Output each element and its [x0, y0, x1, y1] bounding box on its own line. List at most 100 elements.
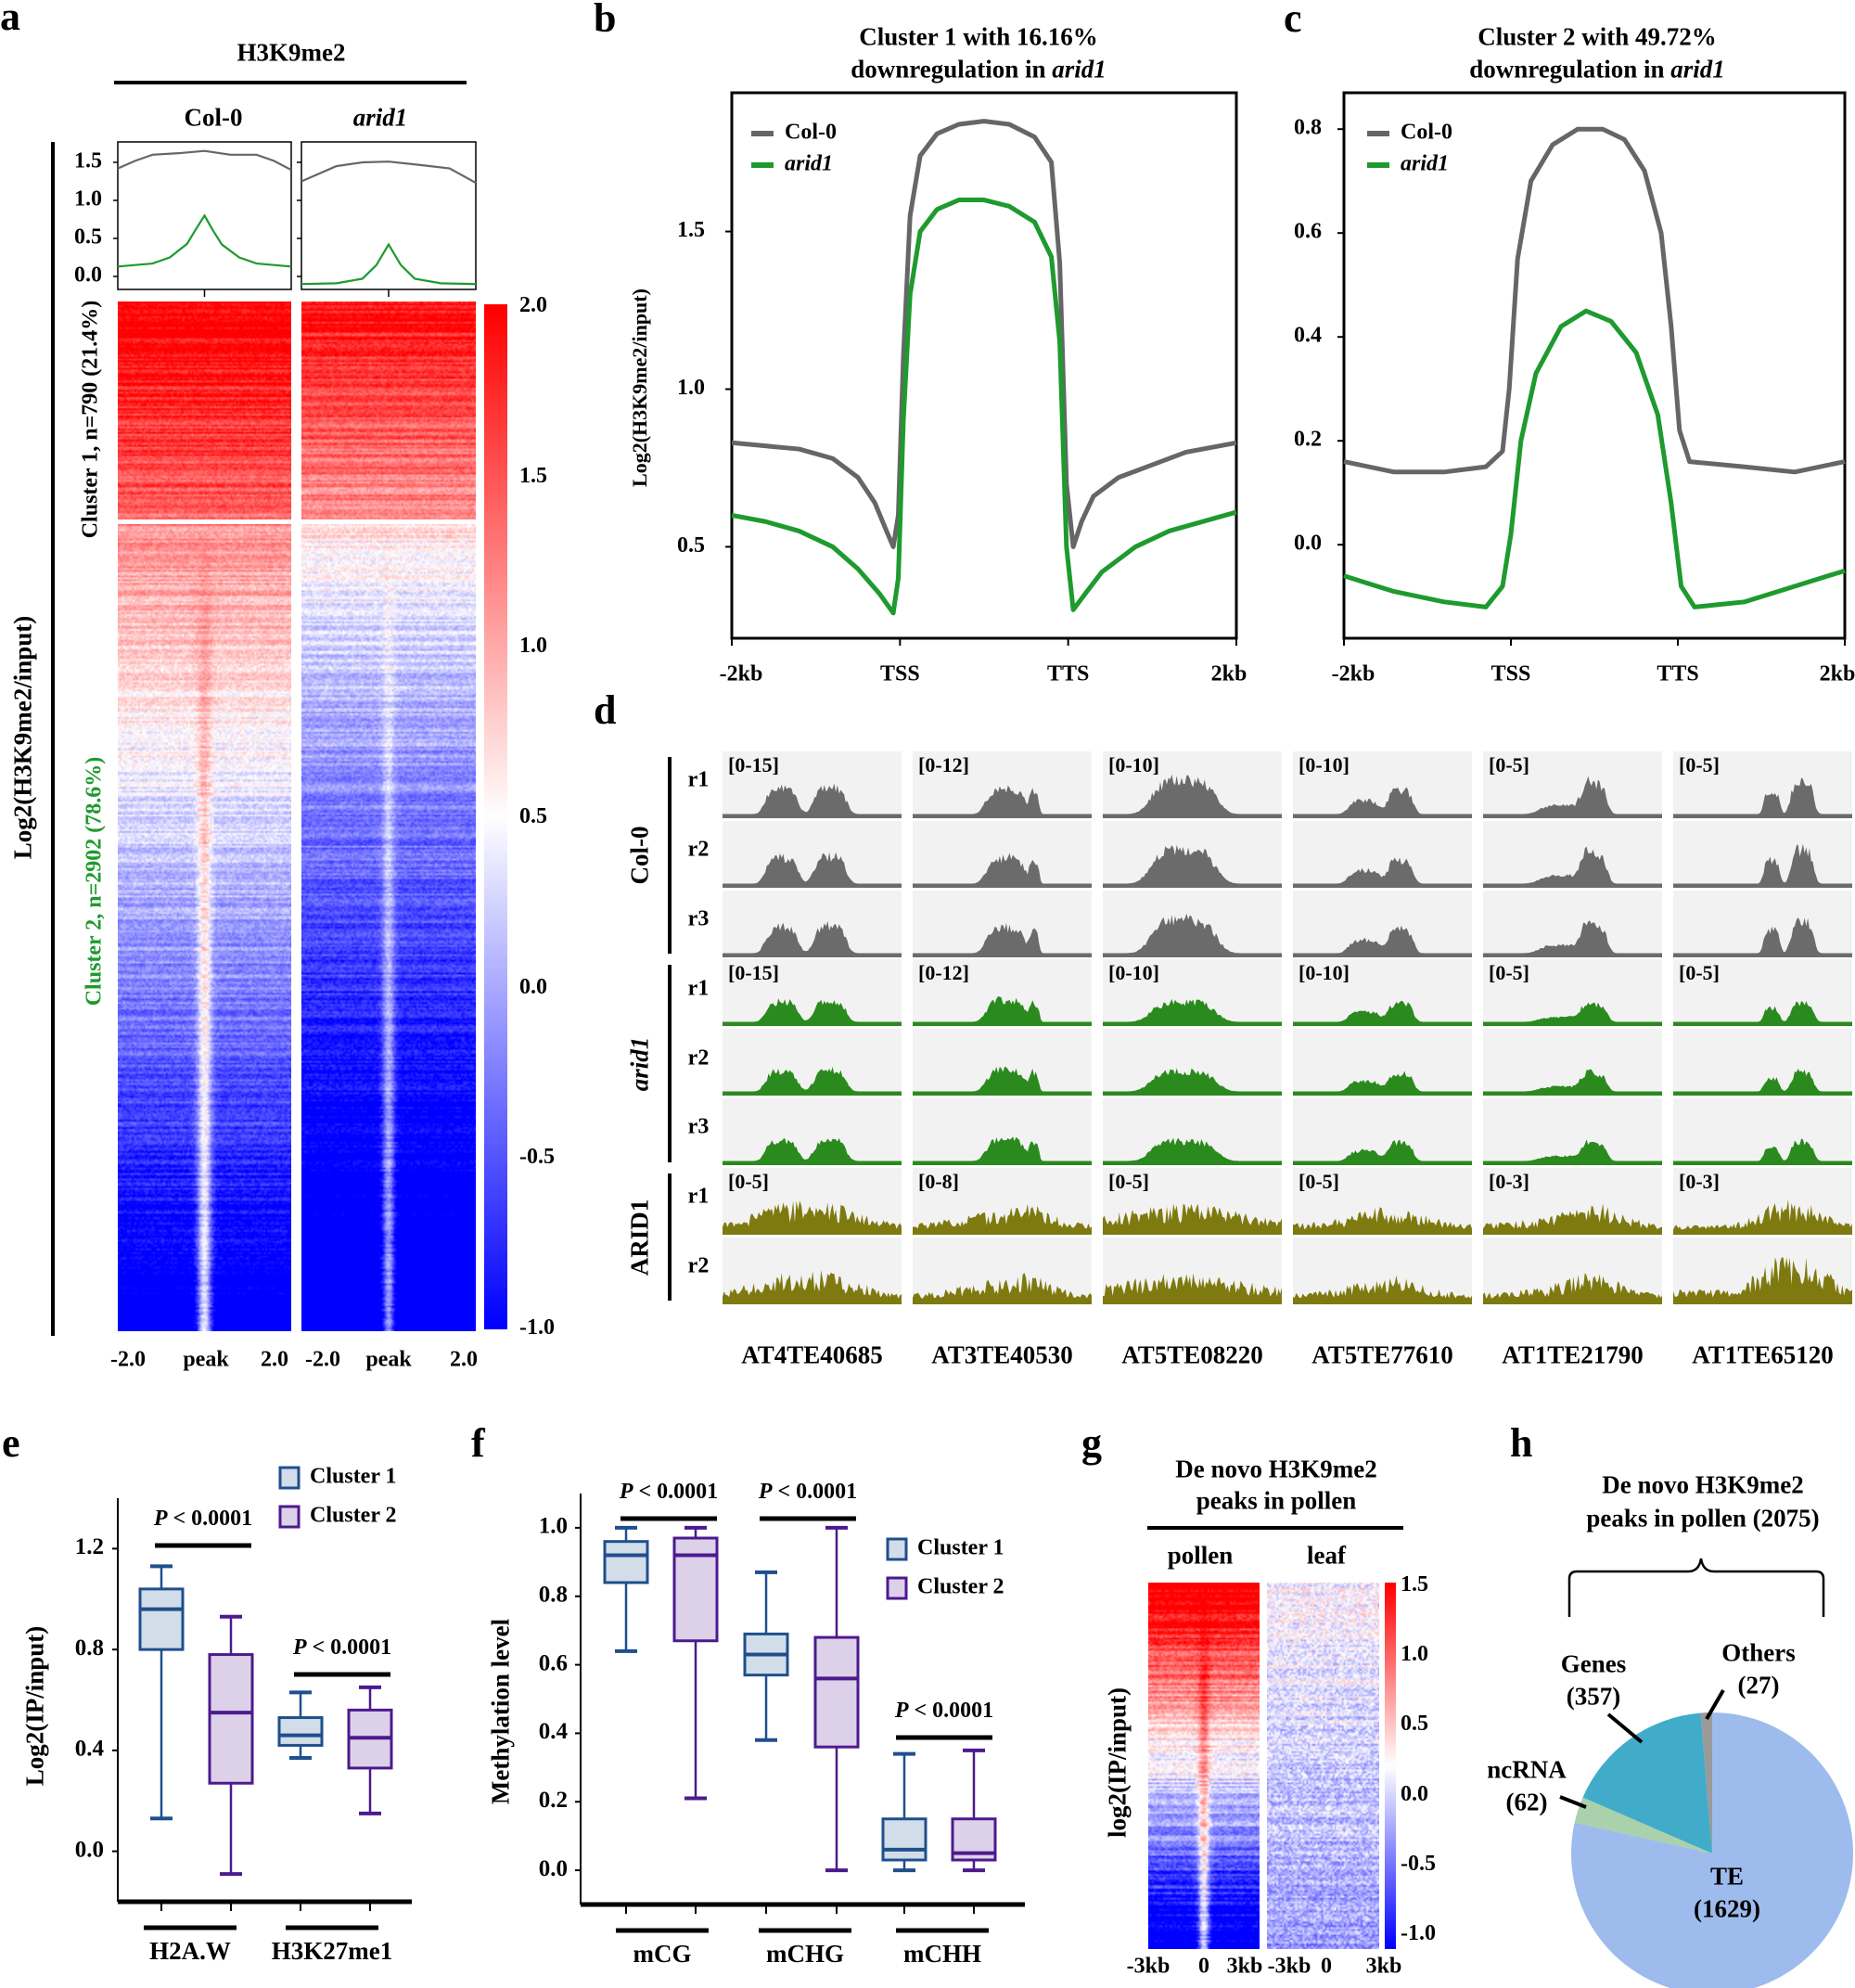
track-signal-AT1TE65120 [1673, 1138, 1852, 1165]
track-signal-AT5TE77610 [1293, 1139, 1472, 1165]
series-line-arid1 [1343, 308, 1846, 609]
leader-line-genes [1606, 1712, 1644, 1744]
box-H3K27me1-cluster1 [277, 1716, 324, 1747]
replicate-label: r2 [687, 1045, 710, 1071]
signal-area [1293, 787, 1472, 818]
y-tick-label: 0.5 [74, 225, 102, 250]
y-tick-label: 0.6 [1294, 220, 1322, 244]
gene-label: AT3TE40530 [931, 1340, 1073, 1369]
series-line-Col-0 [731, 119, 1237, 549]
track-range-label: [0-5] [1108, 1169, 1149, 1193]
track-signal-AT5TE77610 [1293, 1001, 1472, 1027]
pie-title-line2: peaks in pollen (2075) [1586, 1504, 1820, 1533]
gene-label: AT5TE77610 [1311, 1340, 1453, 1369]
signal-track [723, 890, 902, 957]
signal-track [1483, 1098, 1662, 1165]
signal-track: [0-12] [913, 959, 1092, 1027]
x-tick-label: -2kb [720, 662, 763, 686]
track-signal-AT5TE08220 [1103, 999, 1282, 1027]
signal-area [1293, 1001, 1472, 1027]
signal-area [1483, 1139, 1662, 1165]
track-range-label: [0-10] [1108, 961, 1159, 985]
panel-label-h: h [1510, 1420, 1533, 1466]
signal-track [913, 1098, 1092, 1165]
track-signal-AT1TE21790 [1483, 1069, 1662, 1097]
legend-label-arid1: arid1 [1401, 152, 1449, 176]
gene-label: AT1TE21790 [1502, 1340, 1644, 1369]
signal-track [723, 820, 902, 888]
panel-label-c: c [1284, 0, 1302, 41]
track-signal-AT1TE65120 [1673, 1257, 1852, 1304]
slice-label-te: TE [1709, 1862, 1745, 1891]
track-signal-AT1TE65120 [1673, 843, 1852, 888]
legend-label-arid1: arid1 [785, 152, 833, 176]
y-tick-label: 0.0 [539, 1856, 568, 1881]
track-signal-AT5TE08220 [1103, 844, 1282, 888]
signal-area [723, 920, 902, 957]
track-signal-AT1TE21790 [1483, 919, 1662, 957]
track-signal-AT1TE21790 [1483, 1139, 1662, 1165]
track-signal-AT5TE08220 [1103, 913, 1282, 957]
x-tick: peak [183, 1347, 229, 1372]
box-H2A.W-cluster1 [138, 1587, 185, 1651]
title-underline [1147, 1526, 1403, 1530]
profile-line-Col-0-cluster1 [117, 149, 292, 172]
signal-track [1483, 1029, 1662, 1097]
x-tick-label: 2kb [1211, 662, 1247, 686]
track-signal-AT3TE40530 [913, 1203, 1092, 1235]
legend-label: Cluster 2 [917, 1575, 1004, 1599]
slice-label-ncrna: ncRNA [1487, 1755, 1567, 1784]
x-tick-label: TTS [1657, 662, 1698, 686]
legend-swatch [886, 1576, 908, 1600]
signal-area [1673, 1138, 1852, 1165]
signal-track [1673, 1237, 1852, 1304]
signal-area [1103, 1273, 1282, 1304]
colorbar-tick-label: 0.0 [1401, 1781, 1428, 1806]
group-bracket-line [51, 142, 55, 1336]
pie-slice-Genes [1582, 1712, 1712, 1853]
slice-label-genes: Genes [1560, 1649, 1627, 1678]
track-signal-AT5TE08220 [1103, 1137, 1282, 1165]
signal-track [1293, 820, 1472, 888]
y-tick-label: 1.0 [677, 376, 705, 400]
p-value-label: P < 0.0001 [292, 1635, 391, 1660]
colorbar-tick-label: -1.0 [1401, 1921, 1436, 1945]
track-signal-AT3TE40530 [913, 996, 1092, 1027]
colorbar-tick-label: 1.0 [519, 634, 547, 659]
signal-area [1103, 1203, 1282, 1235]
panel-label-d: d [594, 687, 617, 733]
track-signal-AT5TE77610 [1293, 1207, 1472, 1235]
signal-area [1673, 1069, 1852, 1097]
title-italic: arid1 [1670, 55, 1725, 83]
track-signal-AT5TE08220 [1103, 774, 1282, 818]
legend-swatch [886, 1537, 908, 1561]
title-text: downregulation in [851, 55, 1053, 83]
profile-line-arid1-cluster1 [301, 160, 477, 185]
track-range-label: [0-3] [1489, 1169, 1529, 1193]
replicate-label: r2 [687, 837, 710, 862]
cluster-separator [111, 519, 482, 524]
track-signal-AT1TE65120 [1673, 1001, 1852, 1027]
colorbar-tick-label: -0.5 [1401, 1851, 1436, 1876]
chart-title-line1: Cluster 2 with 49.72% [1478, 22, 1717, 51]
signal-track: [0-5] [1483, 959, 1662, 1027]
track-signal-AT1TE21790 [1483, 1203, 1662, 1235]
track-range-label: [0-10] [1298, 753, 1350, 776]
signal-track [1103, 1098, 1282, 1165]
signal-area [1483, 776, 1662, 818]
slice-count-genes: (357) [1566, 1682, 1621, 1711]
gene-label: AT4TE40685 [741, 1340, 883, 1369]
signal-area [1293, 925, 1472, 957]
heatmap-arid1 [301, 301, 476, 1331]
slice-count-te: (1629) [1694, 1894, 1760, 1923]
signal-area [723, 783, 902, 818]
y-tick-label: 0.4 [75, 1737, 105, 1762]
title-italic: arid1 [1052, 55, 1107, 83]
track-range-label: [0-5] [1679, 961, 1720, 985]
y-tick-label: 0.8 [75, 1635, 104, 1661]
signal-area [1293, 857, 1472, 888]
x-tick: -3kb [1126, 1954, 1171, 1979]
x-tick: 0 [1198, 1954, 1209, 1979]
track-range-label: [0-10] [1298, 961, 1350, 985]
signal-track: [0-5] [1673, 959, 1852, 1027]
